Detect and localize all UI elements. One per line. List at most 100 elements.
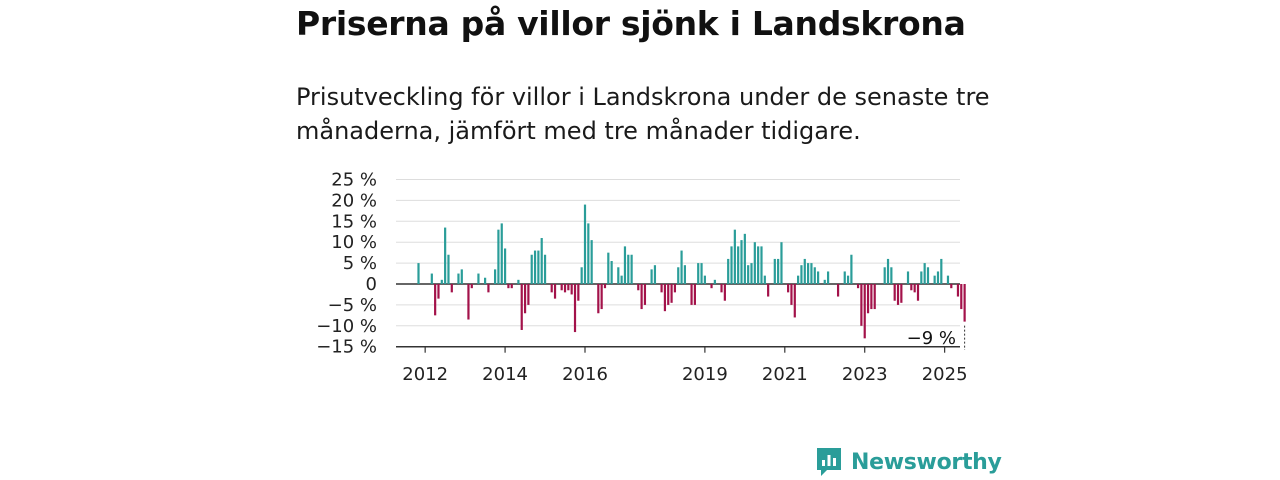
newsworthy-logo: Newsworthy <box>815 446 1002 478</box>
bar <box>697 263 700 284</box>
x-tick-label: 2023 <box>842 364 888 385</box>
bar <box>723 284 726 301</box>
bar <box>780 242 783 284</box>
y-tick-label: 25 % <box>331 170 377 191</box>
bar <box>573 284 577 333</box>
bar <box>660 284 663 293</box>
bar <box>437 284 440 299</box>
y-tick-label: −15 % <box>316 337 377 358</box>
bar <box>583 204 587 284</box>
x-tick-label: 2012 <box>402 364 448 385</box>
bar <box>703 275 706 284</box>
bar <box>883 267 886 284</box>
bar <box>757 246 760 284</box>
bar <box>620 275 623 284</box>
bar <box>733 229 736 284</box>
bar <box>550 284 553 293</box>
bar <box>447 254 450 284</box>
bar <box>910 284 913 291</box>
bar <box>893 284 896 301</box>
bar <box>906 271 910 284</box>
bar <box>900 284 903 303</box>
bar <box>727 258 730 284</box>
bar <box>623 246 627 284</box>
bar <box>790 284 793 305</box>
bar <box>487 284 490 293</box>
bar <box>823 279 826 284</box>
bar <box>683 265 686 284</box>
bar <box>690 284 693 305</box>
bar <box>477 273 480 284</box>
x-tick-label: 2019 <box>682 364 728 385</box>
bar <box>617 267 620 284</box>
bar <box>643 284 647 305</box>
bar <box>846 275 850 284</box>
y-tick-label: 5 % <box>343 253 377 274</box>
bar <box>450 284 453 293</box>
bar <box>507 284 510 289</box>
bar <box>803 258 806 284</box>
bar <box>517 279 520 284</box>
bar <box>886 258 890 284</box>
bar <box>896 284 900 305</box>
bar <box>693 284 696 305</box>
bar <box>590 240 593 284</box>
bar <box>743 233 746 284</box>
bar <box>434 284 437 316</box>
bar <box>890 267 893 284</box>
bar <box>680 250 683 284</box>
bar <box>553 284 557 299</box>
bar <box>600 284 603 310</box>
bar <box>510 284 513 289</box>
bar <box>923 263 926 284</box>
bar <box>763 275 766 284</box>
bar <box>843 271 846 284</box>
bar <box>653 265 657 284</box>
bar <box>787 284 790 293</box>
bar <box>913 284 916 293</box>
bar <box>677 267 680 284</box>
bar <box>863 284 866 339</box>
bar <box>610 261 613 284</box>
bar <box>950 284 953 289</box>
bar <box>767 284 770 297</box>
y-tick-label: 15 % <box>331 211 377 232</box>
newsworthy-logo-icon <box>817 448 841 476</box>
bar <box>750 263 753 284</box>
bar <box>793 284 796 318</box>
bar <box>826 271 830 284</box>
bar <box>740 240 743 284</box>
bar <box>500 223 503 284</box>
bar <box>567 284 570 291</box>
bar <box>667 284 670 305</box>
y-tick-label: 20 % <box>331 190 377 211</box>
bar <box>673 284 677 293</box>
bar <box>560 284 563 291</box>
bar <box>520 284 523 330</box>
bar <box>753 242 756 284</box>
bar <box>817 271 820 284</box>
bar <box>603 284 607 289</box>
bar <box>926 267 930 284</box>
bar <box>637 284 640 291</box>
chart-subtitle: Prisutveckling för villor i Landskrona u… <box>296 83 990 145</box>
bar <box>497 229 500 284</box>
y-tick-label: 0 <box>366 274 377 295</box>
bar <box>577 284 580 301</box>
bar <box>607 252 610 284</box>
bar <box>730 246 733 284</box>
bar <box>856 284 860 289</box>
bar <box>870 284 873 310</box>
bar <box>630 254 633 284</box>
bar <box>523 284 527 314</box>
bar <box>543 254 547 284</box>
bar <box>860 284 863 326</box>
bar <box>440 279 443 284</box>
x-tick-label: 2016 <box>562 364 608 385</box>
bar <box>946 275 950 284</box>
bar <box>963 284 966 322</box>
x-axis: 2012 2014 2016 2019 2021 2023 2025 <box>396 345 968 385</box>
bar <box>737 246 740 284</box>
x-tick-label: 2014 <box>482 364 528 385</box>
